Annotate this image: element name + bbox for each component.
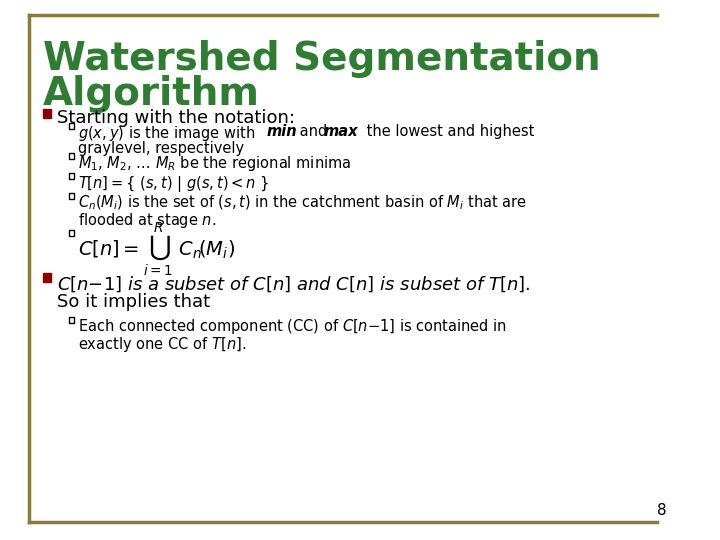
- Bar: [68, 123, 74, 129]
- Text: 8: 8: [657, 503, 667, 518]
- Text: Starting with the notation:: Starting with the notation:: [57, 109, 295, 127]
- Text: $C\left[n\right]=\bigcup_{i=1}^{R}\ C_n\!\left(M_i\right)$: $C\left[n\right]=\bigcup_{i=1}^{R}\ C_n\…: [78, 220, 235, 278]
- Bar: [43, 273, 51, 282]
- Text: exactly one CC of $T[n].$: exactly one CC of $T[n].$: [78, 335, 246, 354]
- Text: flooded at stage $n$.: flooded at stage $n$.: [78, 211, 217, 230]
- Text: max: max: [324, 124, 359, 139]
- Text: $C[n{-}1]$ is a subset of $C[n]$ and $C[n]$ is subset of $T[n].$: $C[n{-}1]$ is a subset of $C[n]$ and $C[…: [57, 274, 531, 294]
- Text: Each connected component (CC) of $C[n{-}1]$ is contained in: Each connected component (CC) of $C[n{-}…: [78, 317, 507, 336]
- Bar: [68, 173, 74, 179]
- Text: So it implies that: So it implies that: [57, 293, 210, 311]
- Bar: [68, 193, 74, 199]
- Bar: [68, 153, 74, 159]
- Bar: [68, 230, 74, 236]
- Text: $C_n(M_i)$ is the set of $(s,t)$ in the catchment basin of $M_i$ that are: $C_n(M_i)$ is the set of $(s,t)$ in the …: [78, 194, 527, 212]
- Text: Watershed Segmentation: Watershed Segmentation: [43, 40, 600, 78]
- Bar: [68, 317, 74, 323]
- Text: $T[n]=\{\ (s,t)\ |\ g(s,t){<}n\ \}$: $T[n]=\{\ (s,t)\ |\ g(s,t){<}n\ \}$: [78, 174, 269, 194]
- Text: min: min: [266, 124, 297, 139]
- Text: Algorithm: Algorithm: [43, 75, 260, 113]
- Text: graylevel, respectively: graylevel, respectively: [78, 141, 244, 156]
- Bar: [43, 109, 51, 118]
- Text: the lowest and highest: the lowest and highest: [361, 124, 534, 139]
- Text: $g(x,y)$ is the image with: $g(x,y)$ is the image with: [78, 124, 256, 143]
- Text: and: and: [295, 124, 332, 139]
- Text: $M_1$, $M_2$, $\ldots$ $M_R$ be the regional minima: $M_1$, $M_2$, $\ldots$ $M_R$ be the regi…: [78, 154, 351, 173]
